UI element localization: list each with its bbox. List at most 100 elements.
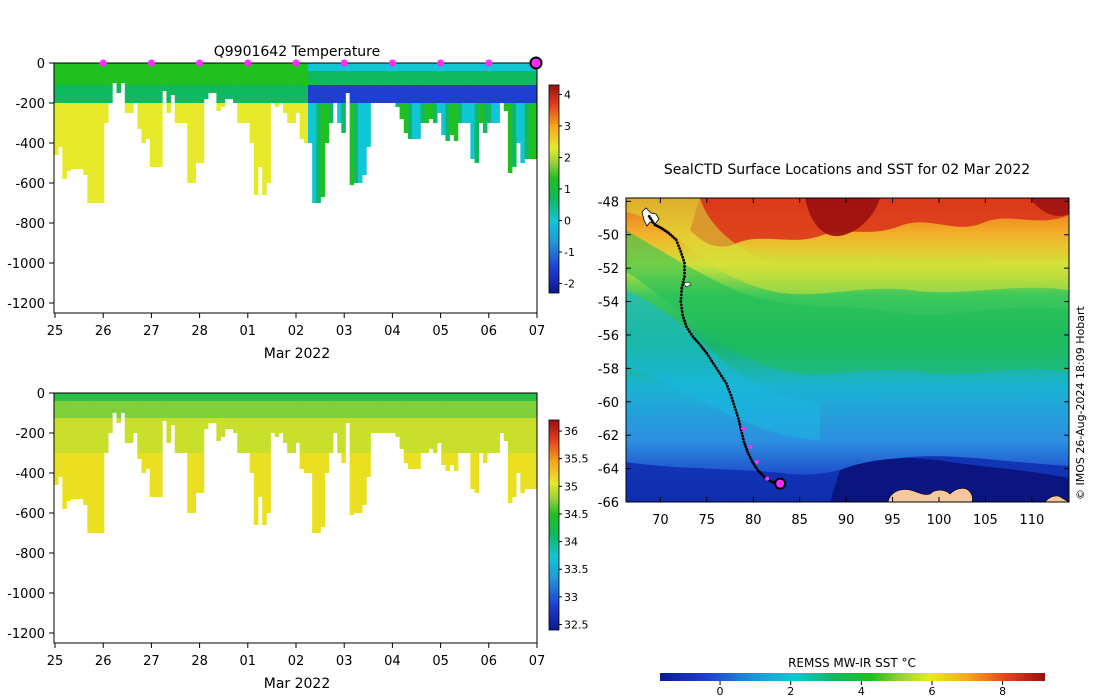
temperature-profile-cell xyxy=(524,71,530,85)
salinity-profile-cell xyxy=(516,401,521,418)
temperature-profile-cell xyxy=(162,71,167,85)
salinity-profile-cell xyxy=(428,401,434,418)
salinity-colorbar-scale xyxy=(548,419,560,631)
salinity-profile-cell xyxy=(524,418,530,453)
temperature-profile-cell xyxy=(141,63,146,71)
seal-track-point xyxy=(693,337,697,341)
temperature-profile-cell xyxy=(249,103,255,143)
salinity-profile-cell xyxy=(453,418,459,453)
temperature-profile-cell xyxy=(295,63,301,71)
salinity-profile-cell xyxy=(237,401,242,418)
temperature-profile-cell xyxy=(195,63,201,71)
temperature-profile-cell xyxy=(495,63,500,71)
temperature-profile-cell xyxy=(395,71,400,85)
map-xtick-label: 105 xyxy=(973,513,998,528)
temperature-profile-cell xyxy=(158,71,163,85)
seal-track-point xyxy=(672,236,676,240)
salinity-profile-cell xyxy=(153,418,159,453)
seal-track-point xyxy=(679,303,683,307)
salinity-profile-cell xyxy=(220,401,226,418)
heard-island xyxy=(683,281,692,288)
temperature-profile-cell xyxy=(453,85,459,103)
salinity-profile-cell xyxy=(83,453,88,505)
salinity-profile-cell xyxy=(191,453,196,513)
temperature-profile-cell xyxy=(128,63,134,71)
temperature-profile-cell xyxy=(174,85,180,103)
temperature-ytick-label: -1000 xyxy=(7,257,45,272)
temperature-profile-cell xyxy=(245,71,251,85)
salinity-profile-cell xyxy=(54,393,59,401)
sst-colorbar-ticks: 0 2 4 6 8 xyxy=(717,681,1006,698)
seal-track-point xyxy=(691,335,695,339)
salinity-profile-cell xyxy=(316,393,321,401)
temperature-profile-cell xyxy=(299,71,305,85)
temperature-profile-cell xyxy=(54,103,59,155)
salinity-profile-cell xyxy=(278,401,284,418)
salinity-ytick-label: -1000 xyxy=(7,587,45,602)
salinity-profile-cell xyxy=(108,401,113,418)
temperature-profile-cell xyxy=(224,85,230,99)
temperature-profile-cell xyxy=(283,63,288,71)
temperature-profile-cell xyxy=(233,71,238,85)
temperature-profile-cell xyxy=(478,85,484,103)
temperature-profile-cell xyxy=(470,63,475,71)
salinity-profile-cell xyxy=(149,418,155,453)
temperature-profile-cell xyxy=(353,85,359,103)
temperature-profile-cell xyxy=(328,71,334,85)
salinity-profile-cell xyxy=(58,401,63,418)
salinity-profile-cell xyxy=(149,453,155,497)
salinity-profile-cell xyxy=(474,393,480,401)
temperature-profile-cell xyxy=(228,63,234,71)
temperature-profile-cell xyxy=(174,63,180,71)
temperature-profile-cell xyxy=(399,71,405,85)
temperature-profile-cell xyxy=(270,63,276,71)
salinity-profile-cell xyxy=(424,393,430,401)
salinity-xtick-label: 25 xyxy=(47,654,64,669)
salinity-profile-cell xyxy=(312,453,317,533)
temperature-profile-cell xyxy=(474,103,480,163)
temperature-profile-cell xyxy=(66,71,72,85)
temperature-profile-cell xyxy=(391,85,396,103)
salinity-profile-cell xyxy=(128,401,134,418)
temperature-profile-cell xyxy=(524,63,530,71)
salinity-profile-cell xyxy=(524,393,530,401)
salinity-profile-cell xyxy=(437,393,442,401)
temperature-profile-cell xyxy=(491,63,496,71)
temperature-profile-cell xyxy=(495,103,500,123)
salinity-profile-cell xyxy=(499,401,505,418)
salinity-profile-cell xyxy=(116,401,122,418)
temperature-profile-cell xyxy=(320,71,326,85)
temperature-profile-cell xyxy=(170,85,176,95)
temperature-profile-cell xyxy=(503,71,509,85)
sst-colorbar-tick-label: 2 xyxy=(787,685,794,698)
temperature-profile-cell xyxy=(507,71,513,85)
salinity-profile-cell xyxy=(133,393,138,401)
salinity-profile-cell xyxy=(91,453,97,533)
temperature-profile-cell xyxy=(95,71,101,85)
temperature-profile-cell xyxy=(374,71,380,85)
salinity-profile-cell xyxy=(99,393,105,401)
temperature-profile-cell xyxy=(295,103,301,113)
salinity-profile-cell xyxy=(524,401,530,418)
salinity-profile-cell xyxy=(353,453,359,513)
temperature-profile-cell xyxy=(499,71,505,85)
map-ytick-label: -66 xyxy=(598,496,619,511)
salinity-profile-cell xyxy=(195,401,201,418)
salinity-profile-cell xyxy=(95,453,101,533)
salinity-profile-cell xyxy=(120,401,126,413)
salinity-profile-cell xyxy=(487,418,492,453)
salinity-profile-cell xyxy=(482,418,488,453)
salinity-profile-cell xyxy=(141,401,146,418)
salinity-profile-cell xyxy=(391,401,396,418)
salinity-profile-cell xyxy=(362,401,367,418)
temperature-profile-cell xyxy=(370,71,376,85)
temperature-profile-cell xyxy=(449,71,455,85)
seal-track-point xyxy=(683,271,686,275)
temperature-profile-cell xyxy=(337,71,342,85)
salinity-profile-cell xyxy=(295,401,301,418)
temperature-profile-cell xyxy=(395,103,400,107)
temperature-profile-cell xyxy=(262,63,267,71)
salinity-profile-cell xyxy=(208,401,213,418)
temperature-profile-cell xyxy=(124,103,130,113)
